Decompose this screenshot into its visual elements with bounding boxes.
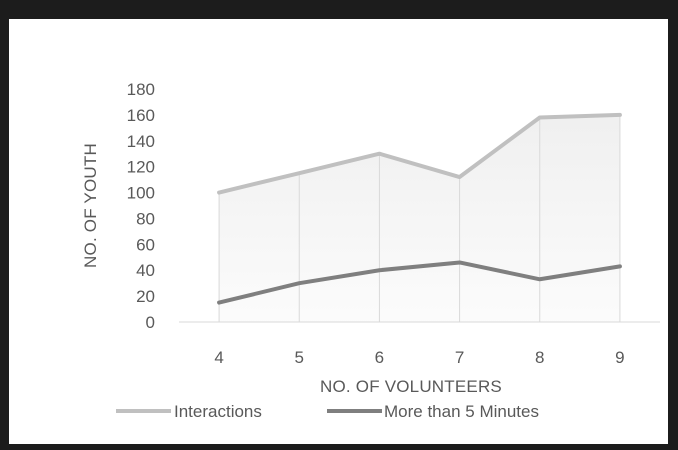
x-axis-ticks: 4 5 6 7 8 9 [214, 348, 624, 367]
y-tick-label: 160 [127, 106, 155, 125]
series-line-1 [217, 112, 622, 195]
x-tick-label: 8 [535, 348, 544, 367]
drop-lines [218, 114, 621, 322]
x-tick-label: 6 [375, 348, 384, 367]
y-tick-label: 140 [127, 132, 155, 151]
x-tick-label: 5 [295, 348, 304, 367]
y-tick-label: 0 [146, 313, 155, 332]
y-tick-label: 80 [136, 209, 155, 228]
y-axis-ticks: 0 20 40 60 80 100 120 140 160 180 [127, 80, 155, 332]
x-tick-label: 7 [455, 348, 464, 367]
series-lines [217, 112, 622, 305]
area-fill [219, 114, 620, 322]
x-axis-title: NO. OF VOLUNTEERS [320, 377, 502, 396]
y-axis-title: NO. OF YOUTH [81, 143, 100, 268]
line-chart: 0 20 40 60 80 100 120 140 160 180 4 5 6 7 8 9 NO. OF Y… [81, 80, 660, 421]
y-tick-label: 20 [136, 287, 155, 306]
series-line-2 [217, 260, 622, 305]
y-tick-label: 180 [127, 80, 155, 99]
legend-label-2: More than 5 Minutes [384, 402, 539, 421]
y-tick-label: 100 [127, 184, 155, 203]
plot-background [219, 114, 620, 322]
y-tick-label: 120 [127, 158, 155, 177]
chart-area: 0 20 40 60 80 100 120 140 160 180 4 5 6 7 8 9 NO. OF Y… [9, 19, 668, 444]
legend: Interactions More than 5 Minutes [116, 402, 539, 421]
x-tick-label: 4 [214, 348, 223, 367]
x-tick-label: 9 [615, 348, 624, 367]
y-tick-label: 40 [136, 261, 155, 280]
legend-label-1: Interactions [174, 402, 262, 421]
y-tick-label: 60 [136, 235, 155, 254]
